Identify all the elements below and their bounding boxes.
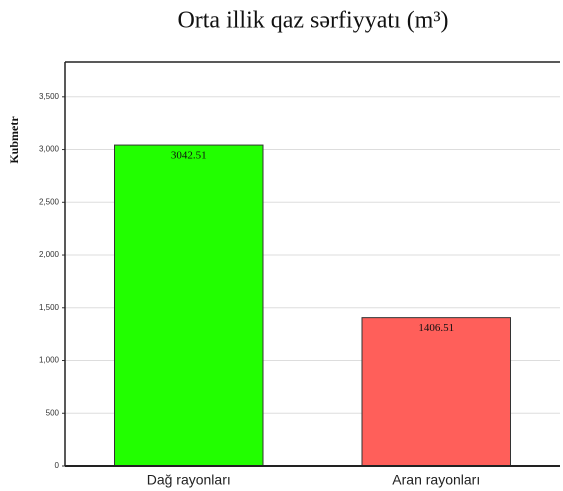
value-label: 1406.51 — [418, 322, 454, 334]
value-label: 3042.51 — [171, 150, 207, 162]
y-tick-label: 3,000 — [39, 145, 60, 154]
bar — [114, 144, 264, 467]
y-tick-label: 1,000 — [39, 356, 60, 365]
y-tick-label: 3,500 — [39, 92, 60, 101]
y-tick-label: 2,500 — [39, 197, 60, 206]
y-axis-label: Kubmetr — [7, 116, 21, 164]
bar — [361, 317, 511, 467]
x-tick-label: Dağ rayonları — [147, 472, 231, 488]
y-tick-label: 0 — [55, 461, 60, 470]
x-tick-label: Aran rayonları — [392, 472, 480, 488]
y-tick-label: 1,500 — [39, 303, 60, 312]
chart-title: Orta illik qaz sərfiyyatı (m³) — [177, 8, 448, 34]
y-tick-label: 500 — [46, 408, 60, 417]
y-tick-label: 2,000 — [39, 250, 60, 259]
